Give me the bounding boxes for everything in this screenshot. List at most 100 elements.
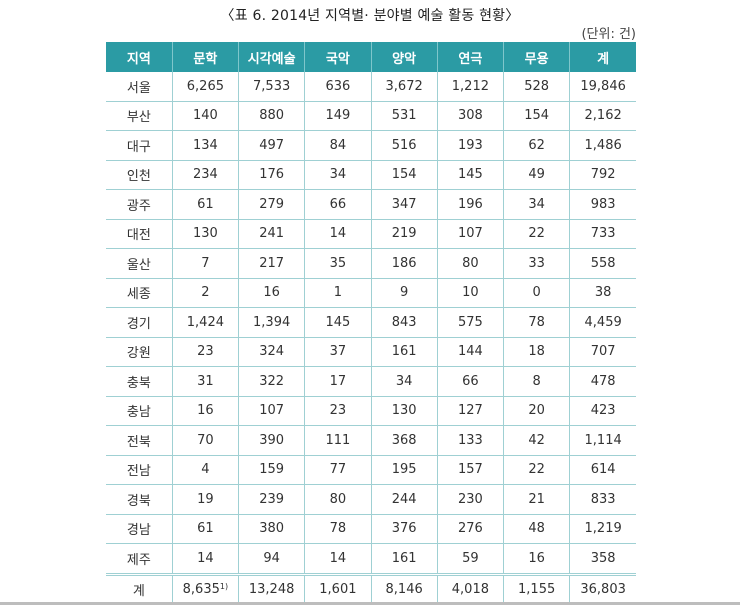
footnote-marker: 1) (219, 582, 229, 592)
cell-literature: 61 (171, 514, 239, 544)
cell-visual-arts: 279 (237, 189, 305, 220)
header-theater: 연극 (436, 42, 504, 72)
total-label: 계 (106, 572, 173, 605)
table-row: 전남 4 159 77 195 157 22 614 (106, 455, 636, 485)
cell-theater: 157 (436, 455, 504, 485)
cell-visual-arts: 107 (237, 396, 305, 426)
table-row: 경기 1,424 1,394 145 843 575 78 4,459 (106, 307, 636, 338)
cell-dance: 33 (502, 248, 570, 279)
cell-western-music: 244 (370, 484, 438, 515)
cell-korean-music: 14 (304, 543, 371, 575)
cell-dance: 42 (502, 425, 570, 456)
cell-region: 인천 (106, 160, 173, 190)
table-title: 〈표 6. 2014년 지역별· 분야별 예술 활동 현황〉 (220, 8, 520, 24)
cell-dance: 528 (502, 72, 570, 102)
cell-western-music: 161 (370, 337, 438, 367)
cell-dance: 48 (502, 514, 570, 544)
cell-western-music: 516 (370, 130, 438, 161)
cell-dance: 22 (502, 455, 570, 485)
cell-theater: 145 (436, 160, 504, 190)
cell-region: 경기 (106, 307, 173, 338)
cell-total: 983 (569, 189, 636, 220)
cell-theater: 276 (436, 514, 504, 544)
cell-theater: 59 (436, 543, 504, 575)
cell-western-music: 843 (370, 307, 438, 338)
cell-region: 충북 (106, 366, 173, 397)
cell-total: 423 (569, 396, 636, 426)
cell-theater: 144 (436, 337, 504, 367)
cell-western-music: 154 (370, 160, 438, 190)
cell-literature: 140 (171, 101, 239, 131)
cell-region: 충남 (106, 396, 173, 426)
cell-region: 경남 (106, 514, 173, 544)
cell-literature: 19 (171, 484, 239, 515)
total-theater: 4,018 (436, 572, 504, 605)
cell-literature: 234 (171, 160, 239, 190)
table-row: 경북 19 239 80 244 230 21 833 (106, 484, 636, 515)
cell-total: 1,486 (569, 130, 636, 161)
cell-literature: 7 (171, 248, 239, 279)
table-row: 강원 23 324 37 161 144 18 707 (106, 337, 636, 367)
cell-visual-arts: 380 (237, 514, 305, 544)
header-dance: 무용 (502, 42, 570, 72)
cell-region: 강원 (106, 337, 173, 367)
cell-korean-music: 37 (304, 337, 371, 367)
cell-visual-arts: 7,533 (237, 72, 305, 102)
cell-region: 전북 (106, 425, 173, 456)
cell-dance: 0 (502, 278, 570, 308)
cell-visual-arts: 390 (237, 425, 305, 456)
header-region: 지역 (106, 42, 173, 72)
cell-region: 광주 (106, 189, 173, 220)
cell-total: 833 (569, 484, 636, 515)
cell-total: 38 (569, 278, 636, 308)
table-row: 광주 61 279 66 347 196 34 983 (106, 189, 636, 220)
cell-dance: 20 (502, 396, 570, 426)
cell-region: 경북 (106, 484, 173, 515)
total-korean-music: 1,601 (304, 572, 371, 605)
cell-western-music: 9 (370, 278, 438, 308)
cell-visual-arts: 880 (237, 101, 305, 131)
cell-theater: 80 (436, 248, 504, 279)
cell-korean-music: 145 (304, 307, 371, 338)
cell-korean-music: 84 (304, 130, 371, 161)
cell-total: 733 (569, 219, 636, 249)
cell-visual-arts: 217 (237, 248, 305, 279)
cell-visual-arts: 322 (237, 366, 305, 397)
cell-literature: 1,424 (171, 307, 239, 338)
cell-visual-arts: 159 (237, 455, 305, 485)
cell-korean-music: 77 (304, 455, 371, 485)
header-visual-arts: 시각예술 (237, 42, 305, 72)
cell-dance: 22 (502, 219, 570, 249)
cell-region: 세종 (106, 278, 173, 308)
cell-korean-music: 17 (304, 366, 371, 397)
cell-theater: 193 (436, 130, 504, 161)
cell-visual-arts: 239 (237, 484, 305, 515)
cell-theater: 1,212 (436, 72, 504, 102)
total-grand: 36,803 (569, 572, 636, 605)
cell-korean-music: 149 (304, 101, 371, 131)
table-row: 전북 70 390 111 368 133 42 1,114 (106, 425, 636, 456)
table-row: 충북 31 322 17 34 66 8 478 (106, 366, 636, 397)
cell-western-music: 531 (370, 101, 438, 131)
total-western-music: 8,146 (370, 572, 438, 605)
cell-korean-music: 111 (304, 425, 371, 456)
cell-western-music: 368 (370, 425, 438, 456)
cell-dance: 49 (502, 160, 570, 190)
cell-literature: 14 (171, 543, 239, 575)
cell-western-music: 347 (370, 189, 438, 220)
cell-literature: 61 (171, 189, 239, 220)
cell-korean-music: 78 (304, 514, 371, 544)
total-dance: 1,155 (502, 572, 570, 605)
cell-literature: 23 (171, 337, 239, 367)
cell-theater: 107 (436, 219, 504, 249)
cell-dance: 34 (502, 189, 570, 220)
bottom-edge (0, 602, 740, 605)
cell-literature: 130 (171, 219, 239, 249)
cell-western-music: 186 (370, 248, 438, 279)
cell-total: 1,219 (569, 514, 636, 544)
cell-western-music: 195 (370, 455, 438, 485)
cell-korean-music: 23 (304, 396, 371, 426)
cell-total: 19,846 (569, 72, 636, 102)
cell-dance: 18 (502, 337, 570, 367)
cell-western-music: 130 (370, 396, 438, 426)
